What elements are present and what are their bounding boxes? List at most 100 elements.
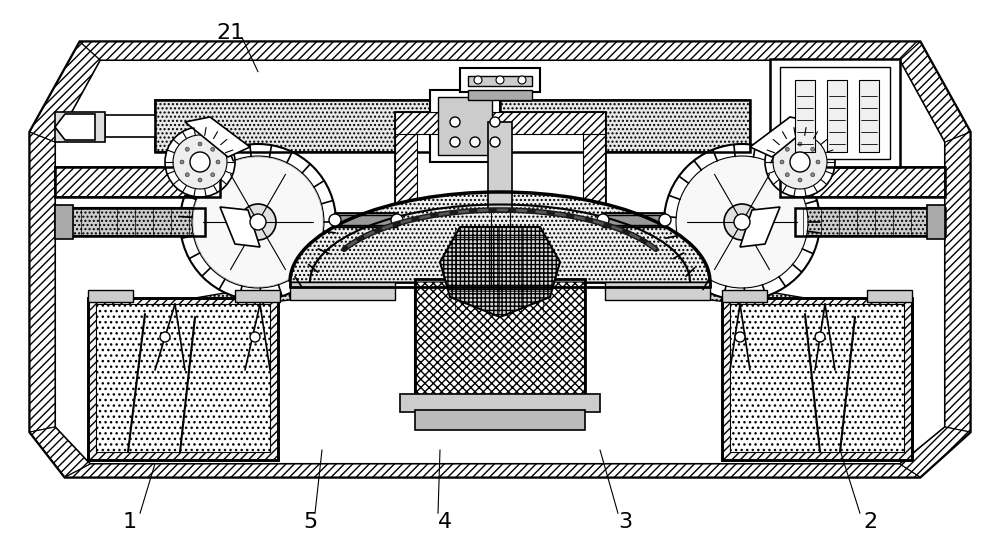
Polygon shape (605, 282, 710, 300)
Circle shape (450, 117, 460, 127)
Bar (55, 208, 205, 236)
Bar (88, 290, 133, 302)
Text: 4: 4 (438, 512, 452, 532)
Circle shape (724, 204, 760, 240)
Circle shape (811, 173, 815, 177)
Polygon shape (185, 117, 250, 157)
Circle shape (450, 137, 460, 147)
Circle shape (798, 178, 802, 182)
Bar (235, 290, 280, 302)
Polygon shape (55, 60, 945, 464)
Circle shape (198, 142, 202, 146)
Bar (415, 410, 585, 430)
Text: 21: 21 (216, 23, 244, 43)
Polygon shape (183, 282, 290, 312)
Polygon shape (290, 282, 395, 300)
Bar (395, 112, 605, 134)
Bar (55, 167, 220, 197)
Polygon shape (30, 427, 90, 477)
Bar (722, 298, 912, 460)
Circle shape (735, 332, 745, 342)
Circle shape (785, 173, 789, 177)
Circle shape (664, 144, 820, 300)
Bar (500, 100, 750, 152)
Polygon shape (740, 207, 780, 247)
Bar (722, 298, 912, 460)
Bar (415, 279, 585, 397)
Circle shape (250, 332, 260, 342)
Bar (468, 76, 532, 86)
Bar (500, 100, 750, 152)
Bar (55, 208, 205, 236)
Bar (603, 213, 665, 227)
Text: 5: 5 (303, 512, 317, 532)
Circle shape (391, 214, 403, 226)
Circle shape (490, 117, 500, 127)
Circle shape (211, 147, 215, 151)
Bar (488, 122, 512, 212)
Circle shape (811, 147, 815, 151)
Circle shape (216, 160, 220, 164)
Circle shape (185, 173, 189, 177)
Bar (335, 213, 397, 227)
Bar (105, 115, 155, 137)
Bar (335, 213, 397, 227)
Circle shape (474, 76, 482, 84)
Bar (55, 167, 220, 197)
Polygon shape (55, 114, 95, 140)
Bar (400, 394, 600, 412)
Circle shape (676, 156, 808, 288)
Polygon shape (220, 207, 260, 247)
Circle shape (659, 214, 671, 226)
Bar (96, 304, 270, 452)
Circle shape (165, 127, 235, 197)
Bar (770, 59, 900, 167)
Circle shape (597, 214, 609, 226)
Circle shape (180, 160, 184, 164)
Bar (430, 90, 500, 162)
Circle shape (240, 204, 276, 240)
Polygon shape (55, 112, 105, 142)
Circle shape (496, 76, 504, 84)
Polygon shape (440, 227, 560, 317)
Bar (438, 97, 492, 155)
Polygon shape (900, 42, 970, 142)
Circle shape (198, 178, 202, 182)
Circle shape (785, 147, 789, 151)
Circle shape (173, 135, 227, 189)
Circle shape (734, 214, 750, 230)
Polygon shape (290, 192, 710, 282)
Polygon shape (30, 42, 100, 142)
Polygon shape (30, 42, 970, 477)
Bar (859, 80, 879, 152)
Circle shape (250, 214, 266, 230)
Polygon shape (30, 132, 55, 432)
Bar (395, 112, 605, 282)
Bar (583, 112, 605, 282)
Text: 2: 2 (863, 512, 877, 532)
Bar (722, 290, 767, 302)
Bar (88, 298, 278, 460)
Circle shape (185, 147, 189, 151)
Circle shape (329, 214, 341, 226)
Polygon shape (710, 282, 817, 312)
Circle shape (490, 137, 500, 147)
Text: 1: 1 (123, 512, 137, 532)
Circle shape (773, 135, 827, 189)
Bar (603, 213, 665, 227)
Circle shape (815, 332, 825, 342)
Bar (155, 100, 430, 152)
Bar (795, 80, 815, 152)
Bar (603, 215, 665, 225)
Circle shape (180, 144, 336, 300)
Circle shape (798, 142, 802, 146)
Bar (55, 205, 73, 239)
Bar (395, 112, 417, 282)
Circle shape (190, 152, 210, 172)
Bar (780, 167, 945, 197)
Polygon shape (900, 427, 970, 477)
Circle shape (790, 152, 810, 172)
Polygon shape (65, 464, 920, 477)
Bar (795, 208, 945, 236)
Bar (927, 205, 945, 239)
